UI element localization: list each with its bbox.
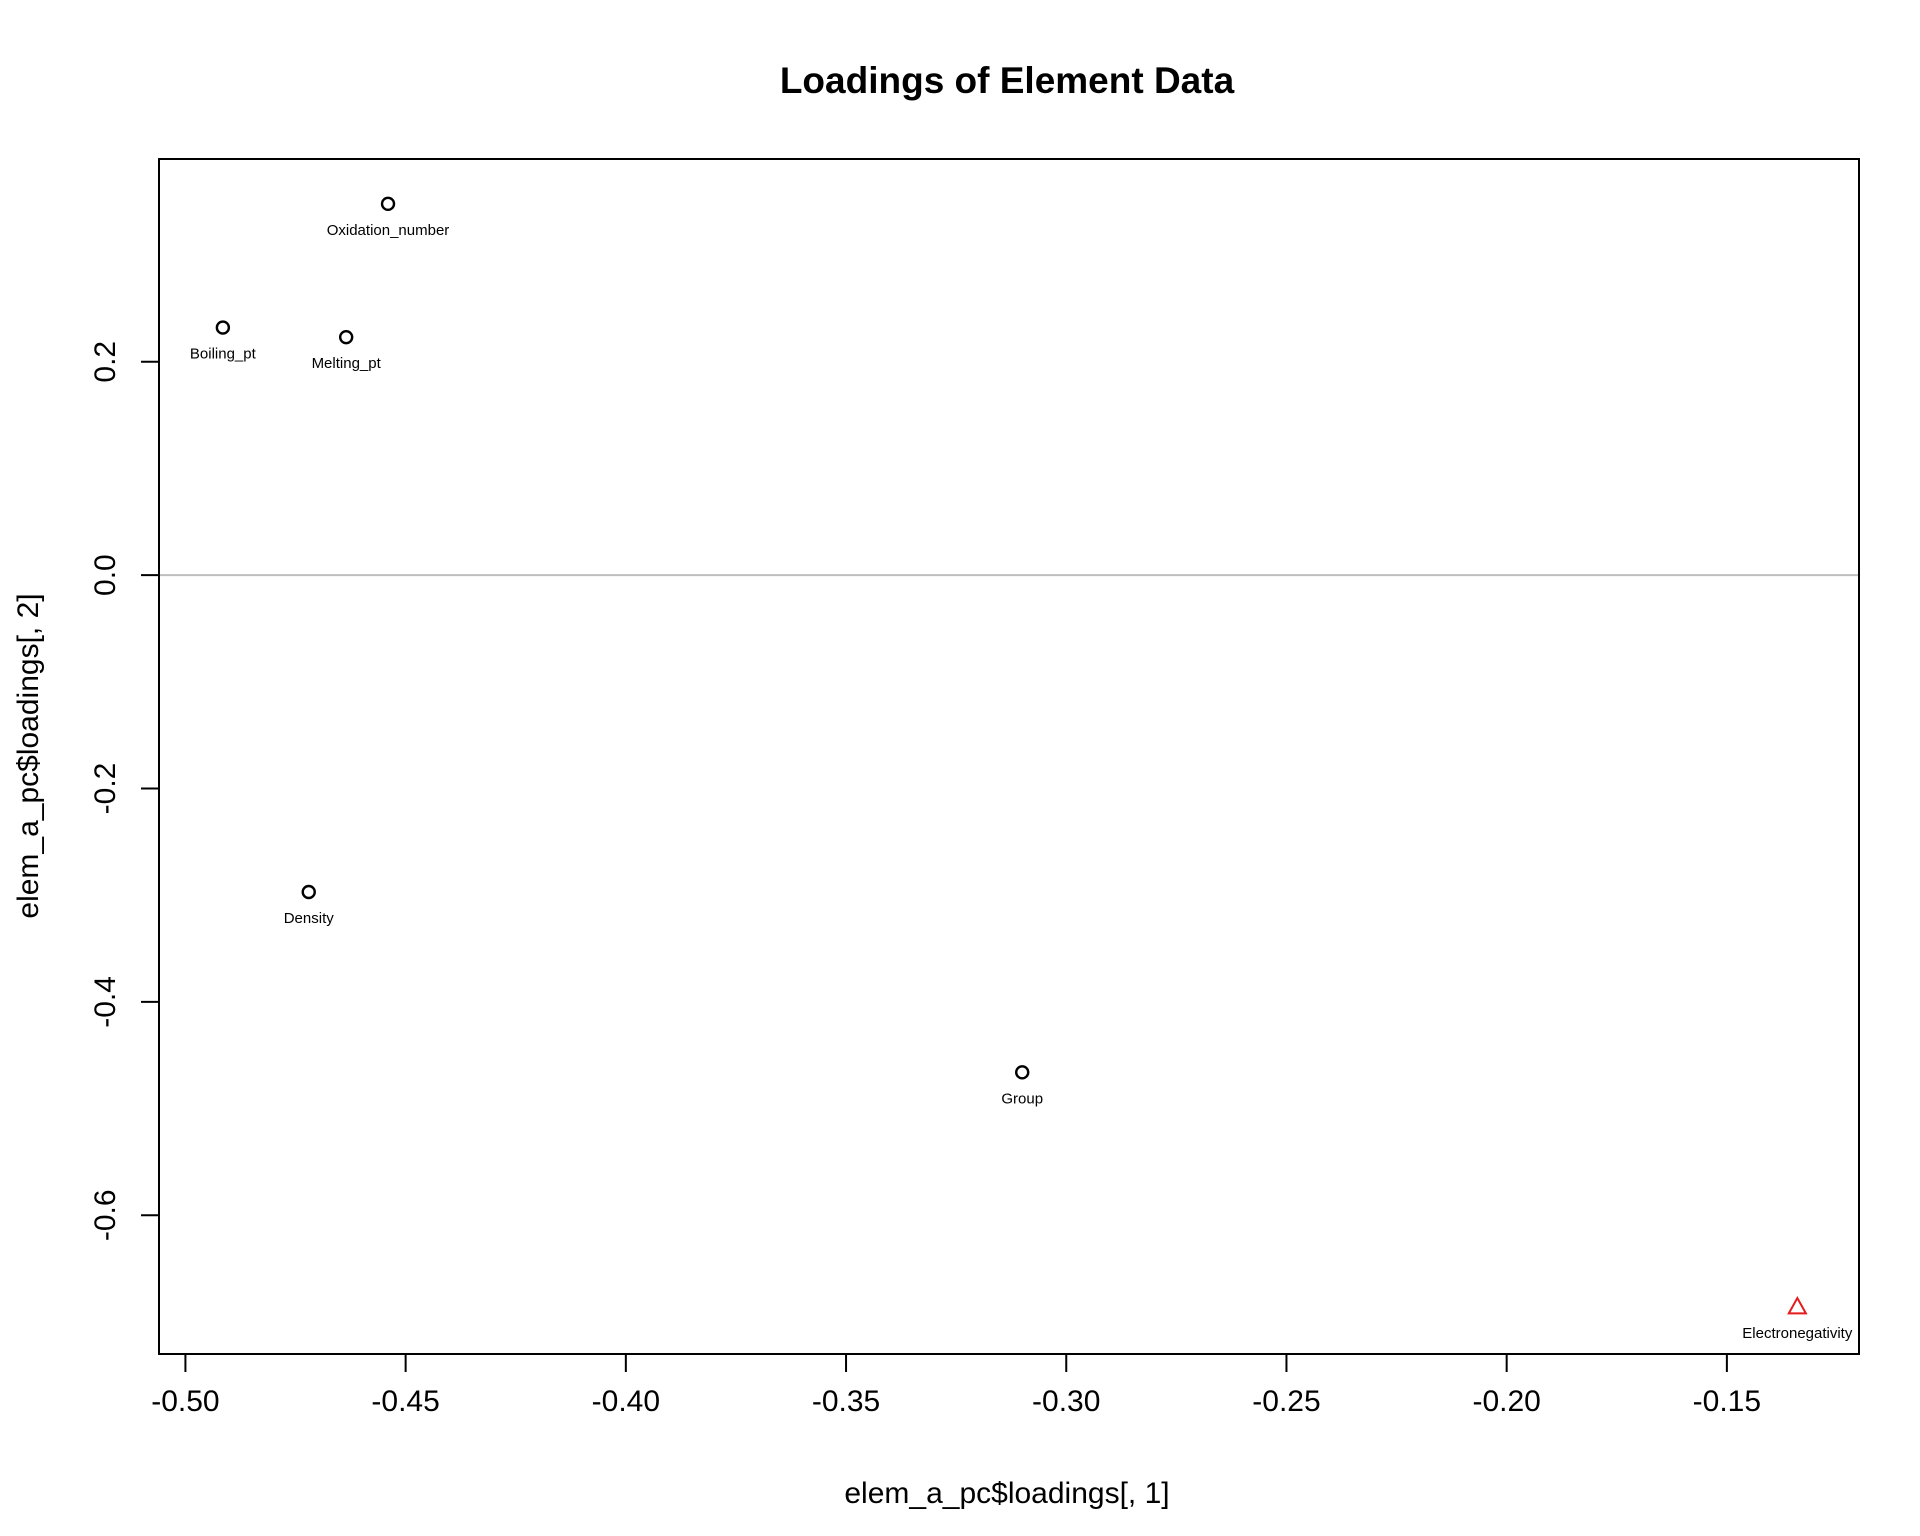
point-marker-circle (1015, 1065, 1030, 1080)
data-points: Boiling_pt Melting_pt Oxidation_number Dens… (190, 196, 1853, 1342)
y-axis-label: elem_a_pc$loadings[, 2] (12, 593, 45, 918)
y-tick-label: -0.6 (89, 1189, 122, 1241)
y-tick-label: -0.4 (89, 976, 122, 1028)
x-tick-label: -0.45 (371, 1385, 439, 1418)
point-label: Oxidation_number (327, 222, 450, 239)
point-label: Melting_pt (312, 355, 382, 372)
point-label: Boiling_pt (190, 346, 257, 363)
point-marker-circle (301, 884, 316, 900)
x-tick-label: -0.35 (812, 1385, 880, 1418)
x-tick-label: -0.20 (1472, 1385, 1540, 1418)
x-axis-label: elem_a_pc$loadings[, 1] (844, 1477, 1169, 1510)
point-label: Density (284, 910, 335, 927)
y-axis: 0.2 0.0 -0.2 -0.4 -0.6 (89, 341, 160, 1241)
x-tick-label: -0.40 (592, 1385, 660, 1418)
x-tick-label: -0.15 (1693, 1385, 1761, 1418)
point-marker-circle (338, 329, 354, 345)
point-marker-circle (380, 196, 396, 212)
y-tick-label: 0.2 (89, 341, 122, 383)
x-tick-label: -0.25 (1252, 1385, 1320, 1418)
y-tick-label: -0.2 (89, 763, 122, 815)
point-marker-circle (215, 320, 231, 335)
chart-title: Loadings of Element Data (780, 60, 1235, 101)
x-tick-label: -0.30 (1032, 1385, 1100, 1418)
point-label: Group (1001, 1090, 1043, 1107)
point-label: Electronegativity (1742, 1325, 1853, 1342)
point-marker-triangle (1787, 1296, 1808, 1315)
x-tick-label: -0.50 (151, 1385, 219, 1418)
x-axis: -0.50 -0.45 -0.40 -0.35 -0.30 -0.25 -0.20 -0.15 (151, 1353, 1761, 1418)
y-tick-label: 0.0 (89, 554, 122, 596)
